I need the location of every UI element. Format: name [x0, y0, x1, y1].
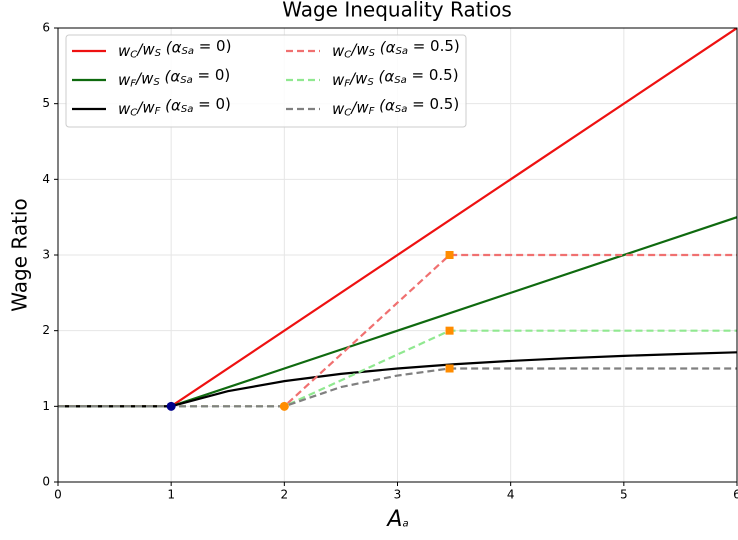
x-tick-label: 0 [54, 488, 62, 502]
series-line [58, 367, 737, 408]
chart-title: Wage Inequality Ratios [282, 0, 512, 22]
legend-label: wC​/wF​ (αSa​ = 0) [118, 94, 231, 118]
legend-label: wC​/wF​ (αSa​ = 0.5) [332, 94, 459, 118]
y-tick-label: 4 [42, 172, 50, 186]
y-tick-label: 6 [42, 21, 50, 35]
marker [445, 326, 454, 335]
y-tick-label: 2 [42, 323, 50, 337]
x-tick-label: 6 [733, 488, 738, 502]
legend-label: wF​/wS​ (αSa​ = 0.5) [332, 65, 459, 89]
y-tick-label: 3 [42, 248, 50, 262]
plot-frame [57, 27, 738, 483]
marker [445, 364, 454, 373]
legend-label: wF​/wS​ (αSa​ = 0) [118, 65, 230, 89]
marker [166, 401, 176, 411]
x-tick-label: 3 [394, 488, 402, 502]
x-tick-label: 5 [620, 488, 628, 502]
legend-box [65, 34, 467, 128]
legend-label: wC​/wS​ (αSa​ = 0.5) [332, 36, 460, 60]
x-axis-label: Aa​ [385, 507, 408, 532]
marker [445, 251, 454, 259]
x-tick-label: 4 [507, 488, 515, 502]
series-line [58, 351, 737, 408]
y-tick-label: 0 [42, 475, 50, 489]
y-tick-label: 5 [42, 96, 50, 110]
y-axis-label: Wage Ratio [8, 198, 32, 311]
y-tick-label: 1 [42, 399, 50, 413]
x-tick-label: 2 [281, 488, 289, 502]
marker [279, 401, 289, 411]
legend-label: wC​/wS​ (αSa​ = 0) [118, 36, 231, 60]
x-tick-label: 1 [167, 488, 175, 502]
